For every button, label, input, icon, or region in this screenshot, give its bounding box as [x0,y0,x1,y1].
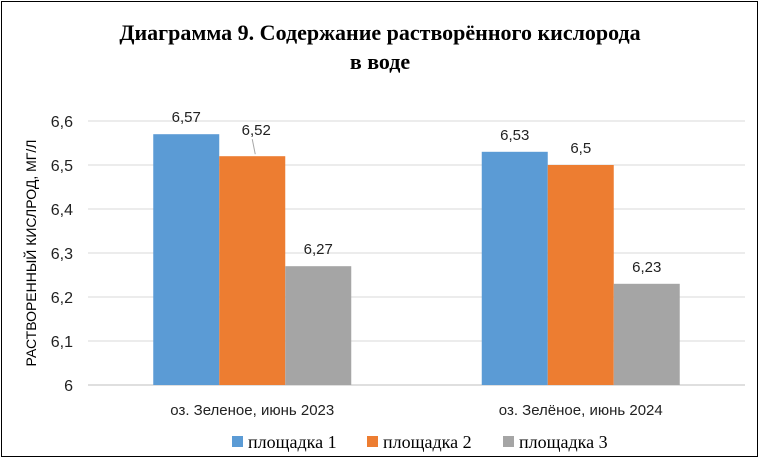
y-axis-ticks: 6 6,1 6,2 6,3 6,4 6,5 6,6 [51,114,73,395]
x-category-label: оз. Зелёное, июнь 2024 [499,402,663,419]
bar [219,156,286,385]
data-label-leader [251,139,256,155]
data-label: 6,53 [500,127,529,144]
bars [153,134,680,385]
data-label: 6,57 [172,109,201,126]
y-tick-label: 6,3 [51,246,73,263]
data-label: 6,5 [570,140,591,157]
data-label: 6,23 [632,259,661,276]
bar [153,134,220,385]
y-tick-label: 6,6 [51,114,73,131]
y-tick-label: 6,5 [51,158,73,175]
y-tick-label: 6,1 [51,334,73,351]
legend-swatch [367,436,378,447]
chart-title-line-1: Диаграмма 9. Содержание растворённого ки… [119,20,640,45]
legend-swatch [503,436,514,447]
y-tick-label: 6,2 [51,290,73,307]
legend-label: площадка 3 [519,432,608,452]
x-axis-categories: оз. Зеленое, июнь 2023 оз. Зелёное, июнь … [170,402,662,419]
bar [481,151,548,385]
data-label: 6,27 [304,241,333,258]
legend-label: площадка 2 [383,432,472,452]
legend: площадка 1 площадка 2 площадка 3 [232,432,608,452]
chart-title-line-2: в воде [350,49,411,74]
data-labels: 6,57 6,52 6,27 6,53 6,5 6,23 [172,109,662,276]
y-tick-label: 6,4 [51,202,73,219]
legend-label: площадка 1 [248,432,337,452]
bar [547,165,614,385]
x-category-label: оз. Зеленое, июнь 2023 [170,402,334,419]
bar [285,266,352,385]
y-tick-label: 6 [64,378,73,395]
legend-swatch [232,436,243,447]
data-label: 6,52 [242,122,271,139]
bar [613,283,680,385]
y-axis-title: РАСТВОРЕННЫЙ КИСЛРОД, МГ/Л [22,140,39,367]
